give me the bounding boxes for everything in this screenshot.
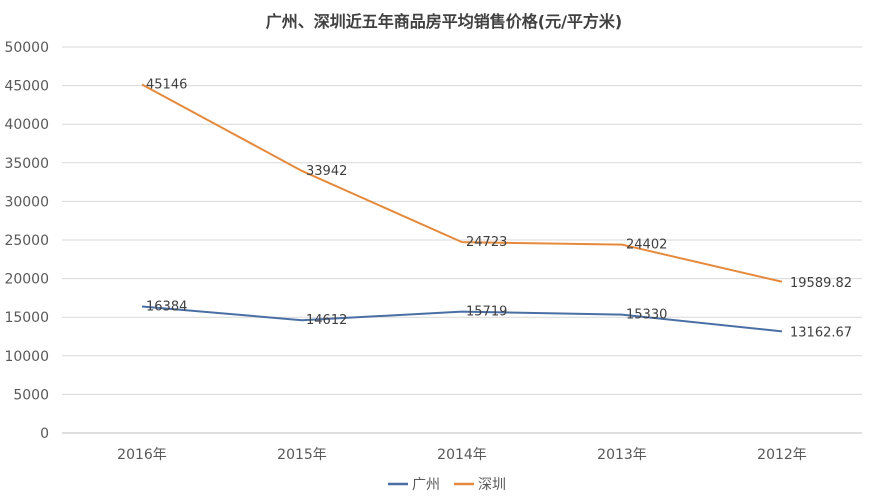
y-tick-label: 10000 [4, 349, 49, 365]
y-axis: 0 5000 10000 15000 20000 25000 30000 35000 40000… [4, 40, 49, 442]
y-tick-label: 0 [40, 426, 49, 442]
y-tick-label: 15000 [4, 310, 49, 326]
series-line-深圳 [142, 84, 782, 281]
y-tick-label: 40000 [4, 117, 49, 133]
data-label: 24402 [626, 238, 667, 253]
gridlines [62, 47, 862, 433]
data-label: 33942 [306, 164, 347, 179]
y-tick-label: 20000 [4, 272, 49, 288]
data-label: 45146 [146, 77, 187, 92]
legend: 广州 深圳 [388, 477, 506, 493]
y-tick-label: 35000 [4, 156, 49, 172]
x-tick-label: 2012年 [757, 447, 807, 463]
x-tick-label: 2015年 [277, 447, 327, 463]
x-tick-label: 2013年 [597, 447, 647, 463]
data-label: 19589.82 [790, 276, 852, 291]
data-label: 16384 [146, 300, 187, 315]
series-lines [142, 84, 782, 331]
data-label: 13162.67 [790, 325, 852, 340]
y-tick-label: 45000 [4, 79, 49, 95]
legend-item-深圳: 深圳 [454, 477, 506, 493]
data-label: 14612 [306, 313, 347, 328]
y-tick-label: 5000 [13, 387, 49, 403]
data-label: 15719 [466, 305, 507, 320]
series-line-广州 [142, 307, 782, 332]
chart-title: 广州、深圳近五年商品房平均销售价格(元/平方米) [266, 12, 622, 31]
x-tick-label: 2016年 [117, 447, 167, 463]
y-tick-label: 50000 [4, 40, 49, 56]
legend-item-广州: 广州 [388, 477, 440, 493]
data-label: 15330 [626, 308, 667, 323]
legend-label: 深圳 [478, 477, 506, 493]
data-label: 24723 [466, 235, 507, 250]
data-labels: 16384 14612 15719 15330 13162.67 45146 33942 24… [146, 77, 852, 340]
x-tick-label: 2014年 [437, 447, 487, 463]
legend-label: 广州 [412, 477, 440, 493]
y-tick-label: 30000 [4, 194, 49, 210]
y-tick-label: 25000 [4, 233, 49, 249]
x-axis: 2016年 2015年 2014年 2013年 2012年 [117, 447, 807, 463]
